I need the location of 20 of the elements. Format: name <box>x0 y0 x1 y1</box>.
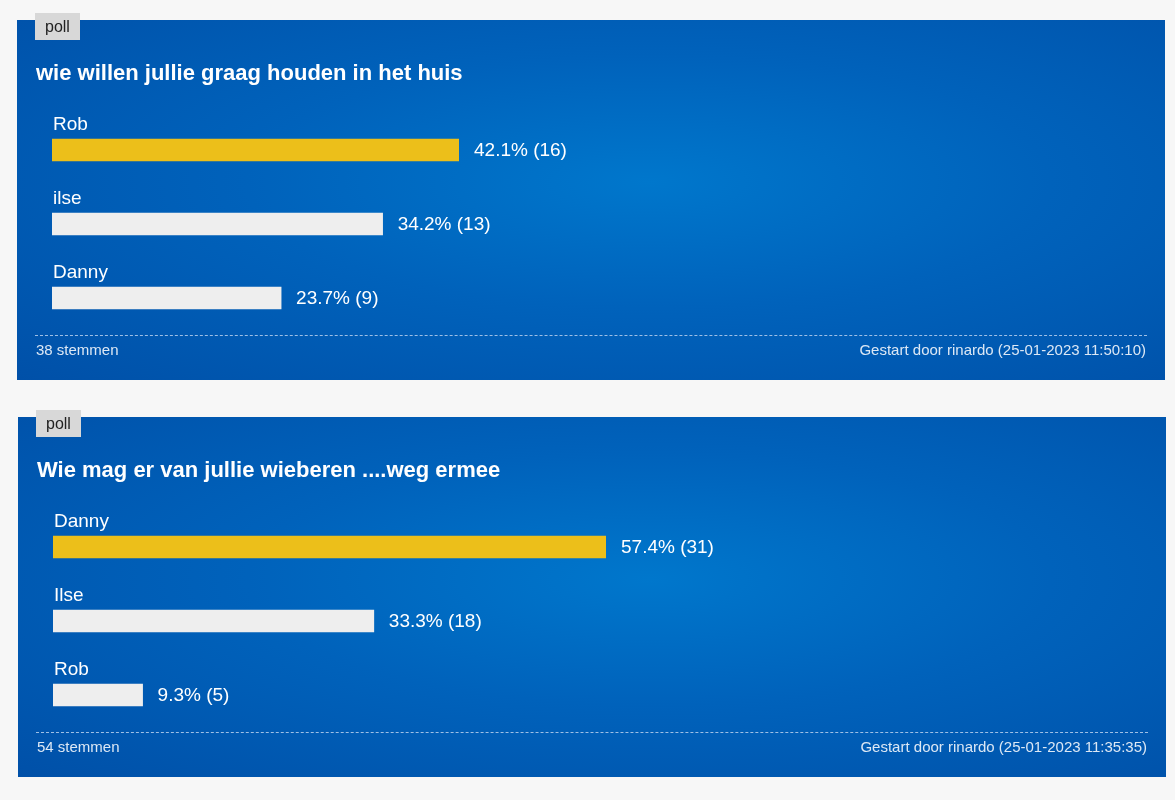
text: Gestart door rinardo (25-01-2023 11:35:35) <box>860 738 1147 755</box>
category-label: Rob <box>54 658 89 680</box>
text: poll <box>36 410 81 437</box>
data-label: 9.3% (5) <box>157 684 230 706</box>
data-label: 42.1% (16) <box>474 139 567 161</box>
chart-title: wie willen jullie graag houden in het huis <box>36 60 463 86</box>
category-label: ilse <box>53 187 82 209</box>
text: 38 stemmen <box>36 341 119 358</box>
data-label: 33.3% (18) <box>388 610 482 632</box>
chart-title: Wie mag er van jullie wieberen ....weg ermee <box>37 457 501 483</box>
data-label: 23.7% (9) <box>296 287 379 309</box>
text: 54 stemmen <box>37 738 120 755</box>
data-label: 57.4% (31) <box>621 536 714 558</box>
category-label: Ilse <box>54 584 84 606</box>
text: poll <box>35 13 80 40</box>
category-label: Rob <box>53 113 88 135</box>
text: Gestart door rinardo (25-01-2023 11:50:10) <box>859 341 1146 358</box>
category-label: Danny <box>53 261 108 283</box>
category-label: Danny <box>54 510 109 532</box>
data-label: 34.2% (13) <box>397 213 491 235</box>
